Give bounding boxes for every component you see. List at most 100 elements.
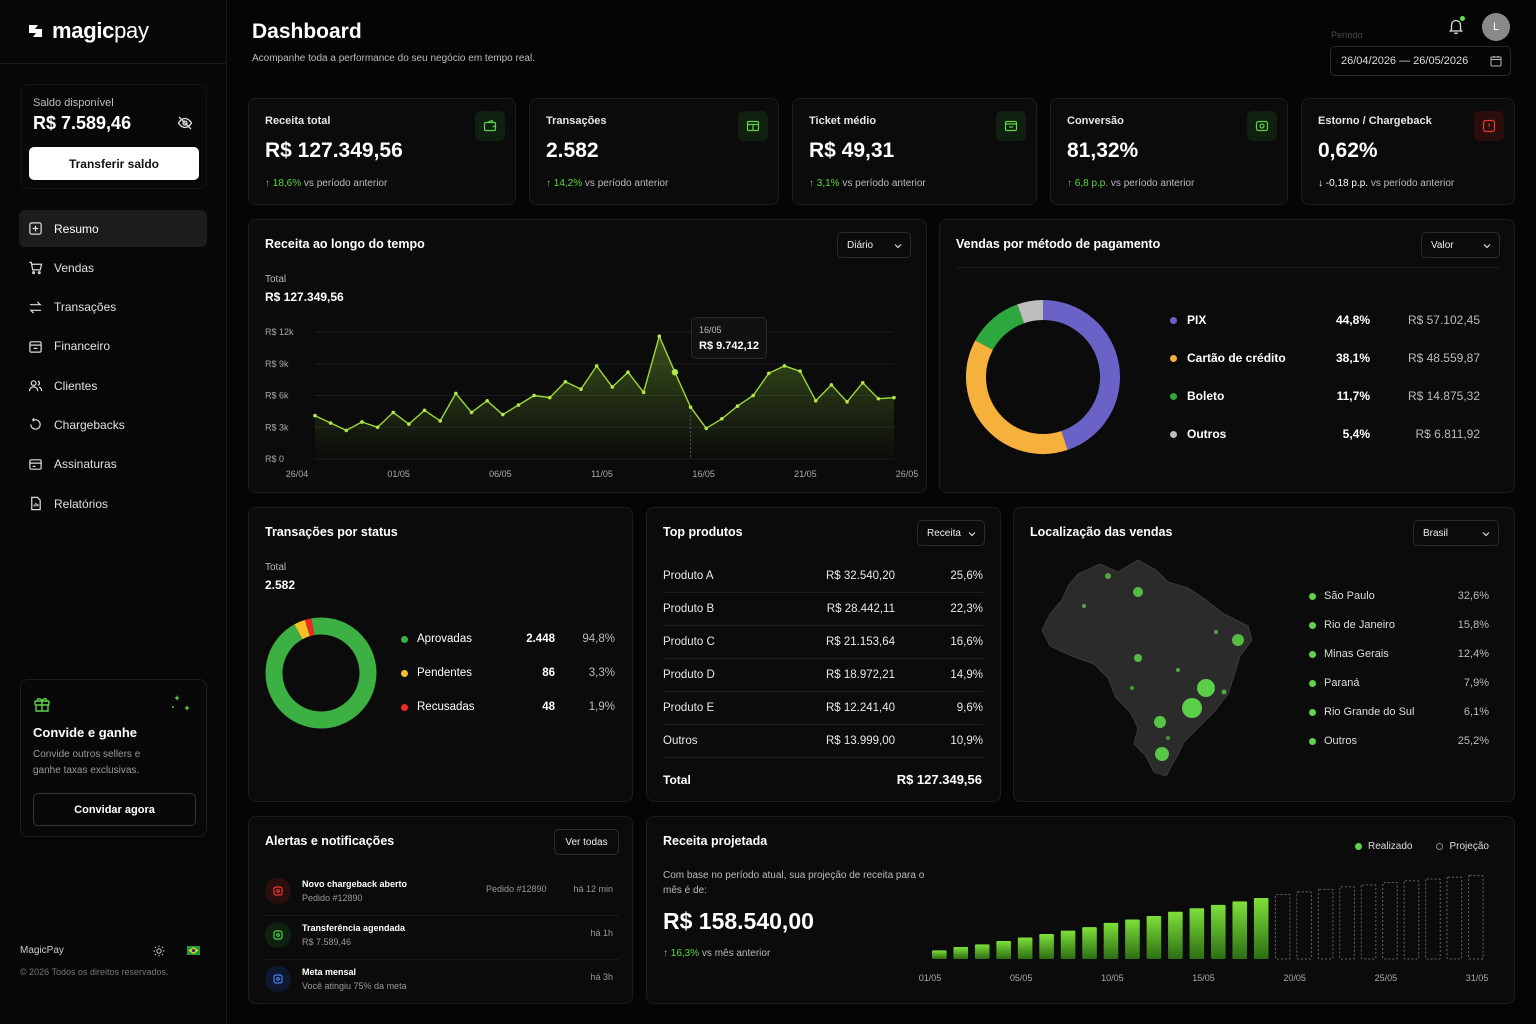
alert-row[interactable]: Transferência agendada R$ 7.589,46 há 1h — [265, 916, 619, 960]
realized-bar — [953, 946, 969, 959]
revenue-point — [876, 396, 881, 401]
list-item: Paraná 7,9% — [1309, 677, 1489, 689]
projected-bar — [1382, 881, 1398, 960]
legend-dot — [401, 703, 408, 711]
alert-row[interactable]: Meta mensal Você atingiu 75% da meta há 3h — [265, 960, 619, 1004]
ticket-icon — [1004, 120, 1018, 132]
hide-balance-icon[interactable] — [177, 115, 193, 131]
sidebar-item-label: Relatórios — [54, 496, 109, 511]
legend-value: R$ 57.102,45 — [1407, 313, 1480, 327]
alerts-card: Alertas e notificações Ver todas Novo ch… — [248, 816, 633, 1004]
status-donut-chart[interactable] — [263, 615, 379, 731]
x-tick-label: 26/04 — [286, 469, 309, 479]
y-tick-label: R$ 12k — [265, 327, 294, 337]
payment-donut-chart[interactable] — [962, 296, 1124, 458]
product-value: R$ 12.241,40 — [825, 702, 895, 714]
products-metric-select[interactable]: Receita — [917, 520, 985, 546]
list-item: Outros 25,2% — [1309, 735, 1489, 747]
realized-bar — [1253, 897, 1269, 959]
status-card: Transações por status Total 2.582 Aprova… — [248, 507, 633, 802]
alert-row[interactable]: Novo chargeback aberto Pedido #12890 Pedid… — [265, 872, 619, 916]
legend-count: 48 — [542, 701, 555, 713]
sidebar-item-transacoes[interactable]: Transações — [19, 289, 207, 326]
x-tick-label: 05/05 — [1010, 973, 1033, 983]
card-title: Alertas e notificações — [265, 834, 395, 848]
sidebar-item-resumo[interactable]: Resumo — [19, 210, 207, 247]
magicpay-logo-icon — [29, 25, 42, 37]
projected-bar — [1317, 888, 1334, 960]
revenue-granularity-select[interactable]: Diário — [837, 232, 911, 258]
revenue-area-chart[interactable]: R$ 0 R$ 3k R$ 6k R$ 9k R$ 12k 26/04 01/05 06/05… — [249, 220, 928, 494]
alert-title: Meta mensal — [302, 967, 357, 977]
payment-legend-row: Cartão de crédito 38,1% R$ 48.559,87 — [1170, 351, 1480, 365]
payment-legend-row: PIX 44,8% R$ 57.102,45 — [1170, 313, 1480, 327]
x-tick-label: 26/05 — [896, 469, 919, 479]
kpi-delta: ↑ 3,1% vs período anterior — [809, 178, 926, 189]
kpi-value: R$ 49,31 — [809, 139, 895, 162]
revenue-point — [688, 405, 693, 409]
location-pct: 32,6% — [1457, 590, 1489, 602]
invite-description: Convide outros sellers e ganhe taxas exc… — [33, 749, 141, 776]
kpi-delta-suffix: vs período anterior — [1370, 178, 1455, 189]
sidebar-item-vendas[interactable]: Vendas — [19, 249, 207, 286]
card-title: Localização das vendas — [1030, 525, 1173, 539]
kpi-delta-suffix: vs período anterior — [584, 178, 669, 189]
alert-icon-box — [265, 922, 291, 948]
projection-value: R$ 158.540,00 — [663, 908, 814, 934]
location-pct: 7,9% — [1463, 677, 1489, 689]
revenue-point — [767, 371, 771, 376]
summary-icon — [29, 222, 42, 235]
card-stack-icon — [746, 120, 760, 132]
sidebar-item-assinaturas[interactable]: Assinaturas — [19, 446, 207, 483]
list-item: Minas Gerais 12,4% — [1309, 648, 1489, 660]
kpi-delta-value: 6,8 p.p. — [1074, 178, 1109, 189]
realized-bar — [996, 940, 1011, 959]
legend-pct: 3,3% — [588, 667, 615, 679]
projection-bar-chart[interactable]: 01/05 05/05 10/05 15/05 20/05 25/05 31/05 — [912, 867, 1502, 997]
user-avatar[interactable]: L — [1482, 13, 1510, 41]
sidebar-item-financeiro[interactable]: Financeiro — [19, 328, 207, 365]
alert-icon-box — [265, 878, 291, 904]
product-name: Produto E — [663, 702, 715, 714]
conversion-icon — [1255, 120, 1269, 132]
kpi-title: Transações — [546, 115, 607, 127]
product-value: R$ 18.972,21 — [825, 669, 895, 681]
theme-toggle-icon[interactable] — [153, 945, 165, 957]
legend-projection-dot — [1436, 843, 1444, 850]
kpi-icon-box — [475, 111, 505, 141]
view-all-alerts-button[interactable]: Ver todas — [554, 829, 619, 855]
payment-metric-select[interactable]: Valor — [1421, 232, 1500, 258]
revenue-point — [344, 428, 349, 433]
period-date-picker[interactable]: 26/04/2026 — 26/05/2026 — [1330, 46, 1511, 76]
legend-dot — [401, 635, 408, 643]
users-icon — [28, 380, 43, 392]
kpi-delta-suffix: vs período anterior — [303, 178, 388, 189]
revenue-point — [360, 420, 364, 424]
brand-logo[interactable]: magicpay — [26, 18, 149, 44]
legend-count: 86 — [542, 667, 555, 679]
revenue-chart-card: Receita ao longo do tempo Diário Total R… — [248, 219, 927, 493]
transfer-balance-button[interactable]: Transferir saldo — [29, 147, 199, 180]
legend-name: Boleto — [1187, 389, 1225, 403]
legend-name: Pendentes — [417, 667, 472, 679]
table-row: Produto E R$ 12.241,40 9,6% — [663, 692, 983, 725]
chevron-down-icon — [1482, 532, 1490, 537]
chevron-down-icon — [894, 244, 902, 249]
sidebar-item-chargebacks[interactable]: Chargebacks — [19, 406, 207, 443]
legend-count: 2.448 — [526, 633, 555, 645]
realized-bar — [1103, 922, 1119, 959]
brazil-flag-icon[interactable] — [187, 946, 200, 955]
main-content: Dashboard Acompanhe toda a performance d… — [228, 0, 1536, 1024]
x-tick-label: 25/05 — [1375, 973, 1398, 983]
invite-now-button[interactable]: Convidar agora — [33, 793, 196, 826]
sidebar-item-clientes[interactable]: Clientes — [19, 367, 207, 404]
sidebar-item-relatorios[interactable]: Relatórios — [19, 485, 207, 522]
brazil-sales-map[interactable] — [1038, 552, 1258, 782]
revenue-point — [782, 364, 787, 368]
revenue-point — [735, 404, 740, 408]
revenue-point — [829, 383, 834, 387]
notifications-bell-icon[interactable] — [1447, 17, 1465, 35]
country-select[interactable]: Brasil — [1413, 520, 1499, 546]
revenue-point — [391, 410, 396, 415]
subscription-icon — [29, 458, 42, 470]
